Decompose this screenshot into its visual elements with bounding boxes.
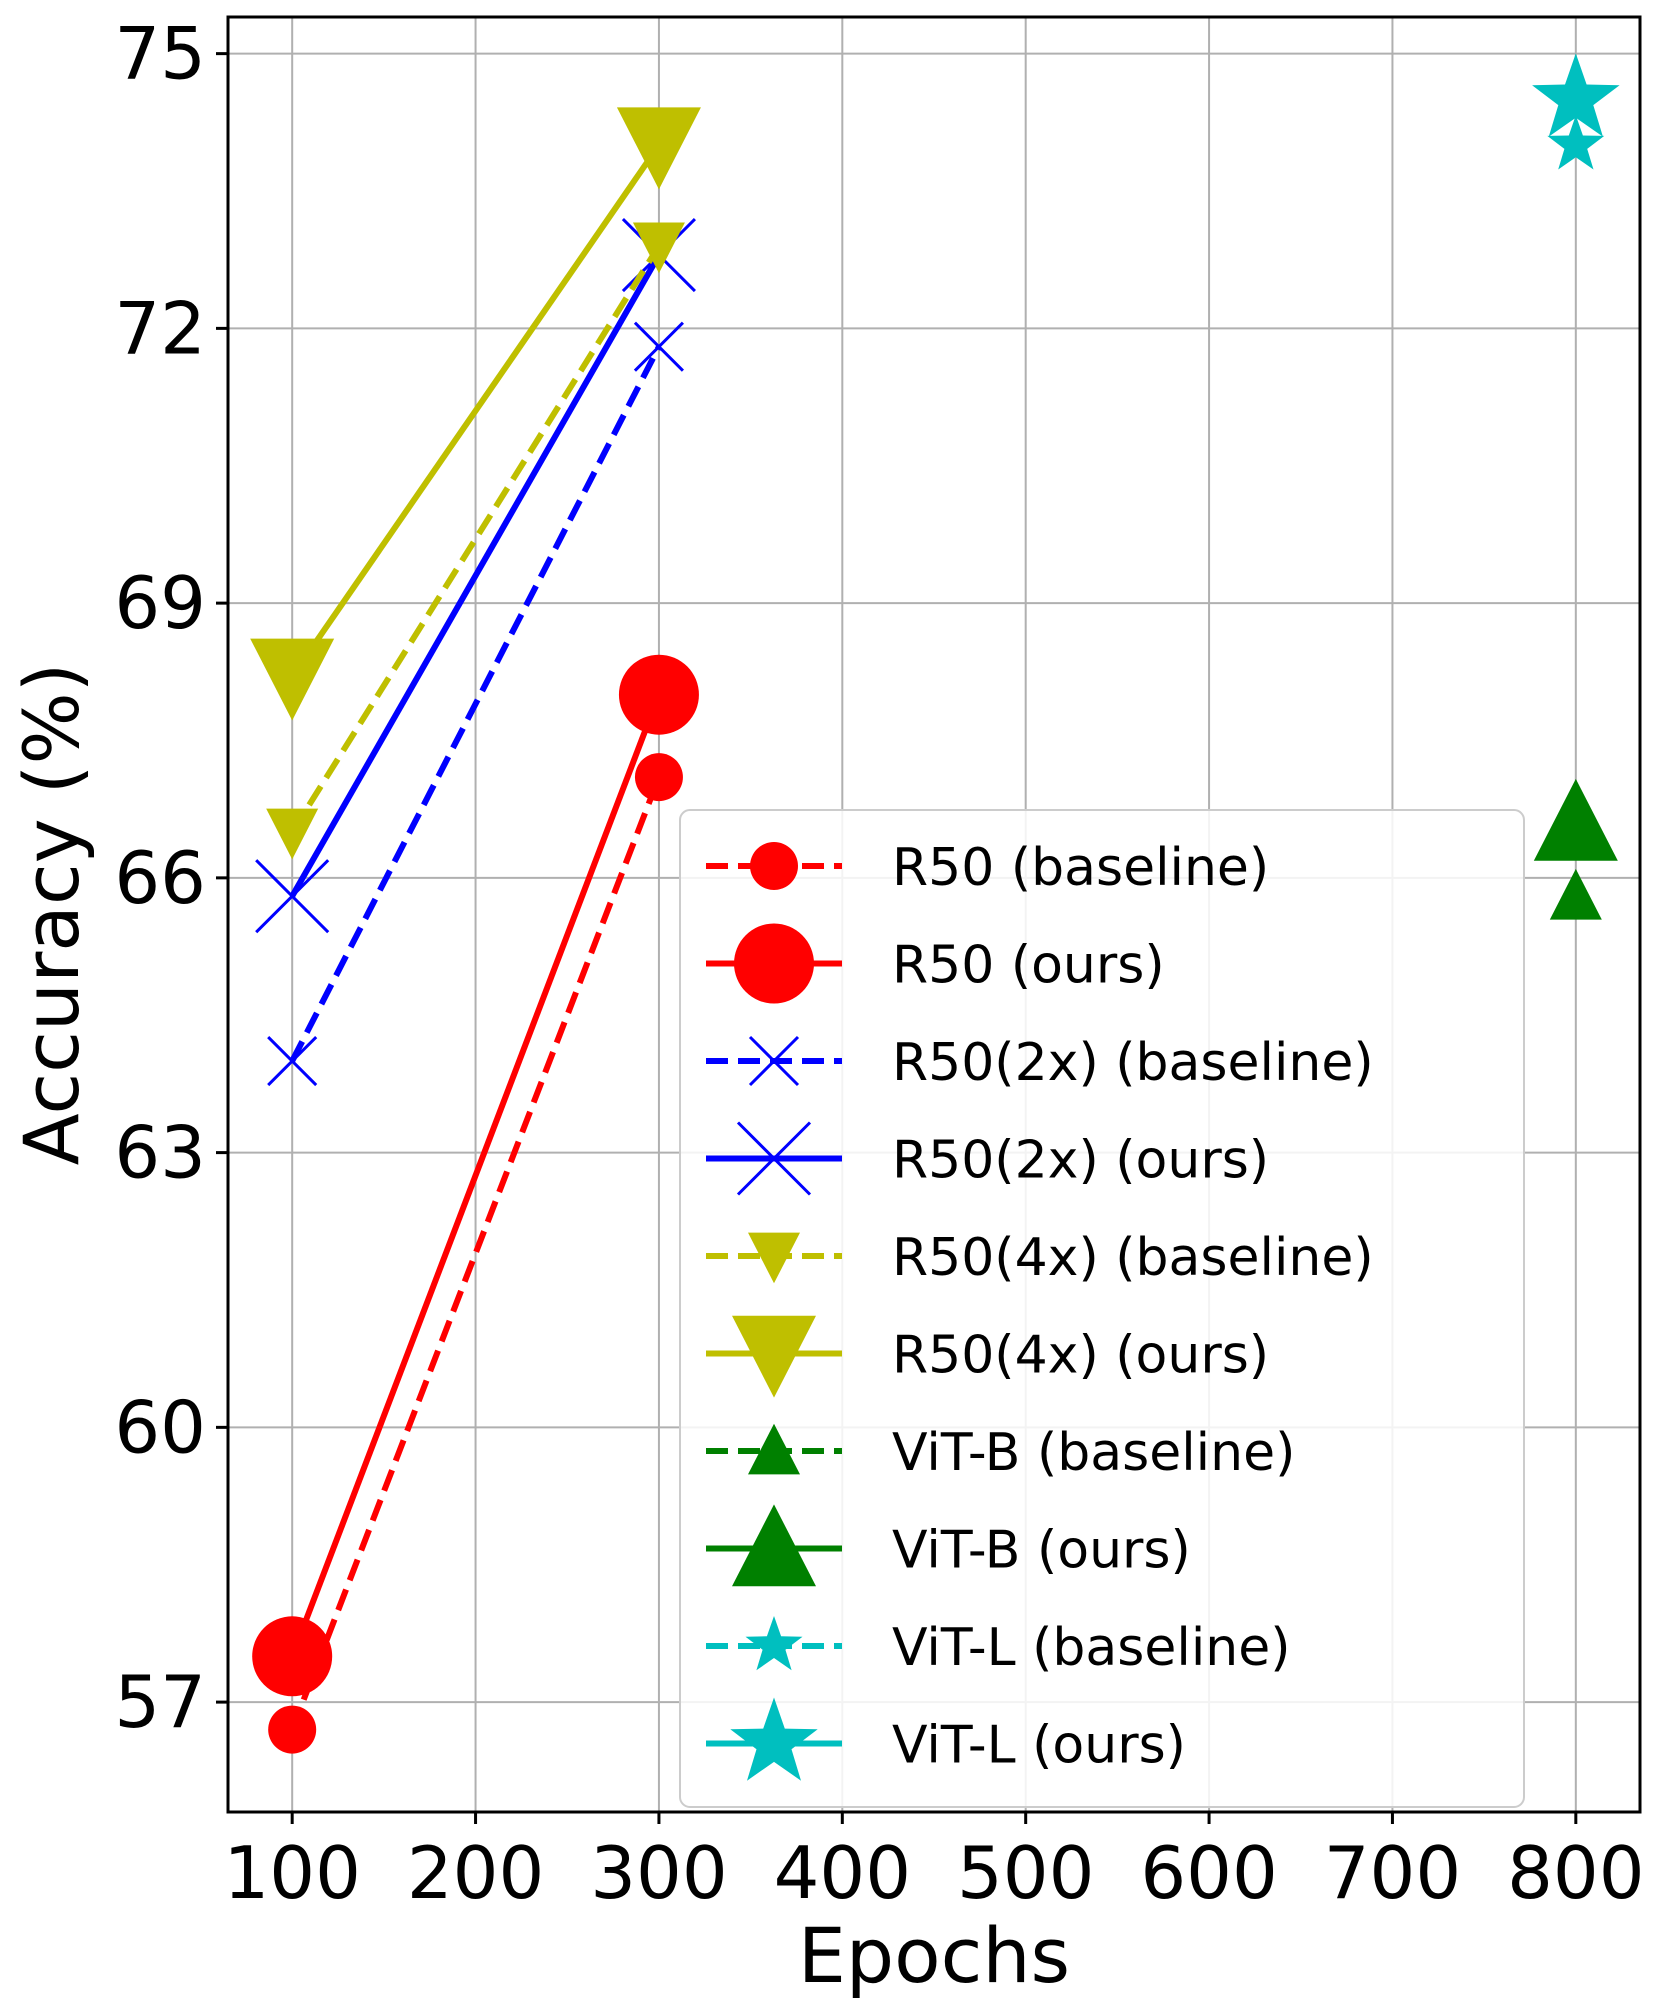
legend-entry-r50-4x-ours: R50(4x) (ours) <box>706 1315 1269 1398</box>
series-r50-2x-baseline <box>267 321 684 1087</box>
series-vit-b-baseline <box>1549 868 1602 920</box>
legend-entry-vit-l-ours: ViT-L (ours) <box>706 1697 1186 1781</box>
series-r50-4x-baseline <box>266 222 685 860</box>
data-point <box>1547 115 1605 170</box>
legend-marker <box>748 1232 800 1284</box>
legend-marker <box>732 1315 816 1398</box>
legend-label: R50 (ours) <box>892 936 1165 996</box>
legend-marker <box>745 1616 803 1671</box>
x-tick-label: 600 <box>1140 1831 1277 1915</box>
legend-marker <box>732 1504 816 1587</box>
legend-entry-vit-l-baseline: ViT-L (baseline) <box>706 1616 1291 1678</box>
legend-label: R50(4x) (ours) <box>892 1326 1269 1386</box>
x-tick-label: 400 <box>774 1831 911 1915</box>
series-vit-b-ours <box>1533 778 1618 861</box>
series-line <box>289 345 662 1063</box>
data-point <box>634 753 683 802</box>
plot-frame <box>226 15 1642 1814</box>
legend-entry-r50-ours: R50 (ours) <box>706 923 1165 1004</box>
legend-marker <box>748 1035 800 1087</box>
x-tick-label: 500 <box>957 1831 1094 1915</box>
x-axis-label: Epochs <box>798 1911 1070 2000</box>
series-line <box>289 693 662 1658</box>
series-vit-l-baseline <box>1547 115 1605 170</box>
legend-marker <box>730 1697 818 1781</box>
legend-box <box>679 809 1525 1808</box>
legend-label: ViT-L (baseline) <box>892 1618 1291 1678</box>
series-line <box>289 143 662 679</box>
y-axis-label: Accuracy (%) <box>7 663 96 1166</box>
x-tick-label: 200 <box>407 1831 544 1915</box>
series-r50-baseline <box>268 753 683 1754</box>
data-point <box>632 222 685 274</box>
x-tick-label: 300 <box>590 1831 727 1915</box>
data-point <box>255 859 330 934</box>
legend-label: R50 (baseline) <box>892 838 1269 898</box>
data-point <box>633 321 684 372</box>
data-point <box>250 638 335 721</box>
x-tick-label: 700 <box>1324 1831 1461 1915</box>
legend-marker <box>734 923 814 1004</box>
series-line <box>289 776 662 1731</box>
series-r50-4x-ours <box>250 107 701 721</box>
legend-marker <box>748 1423 800 1475</box>
y-tick-label: 60 <box>114 1385 206 1469</box>
y-tick-label: 69 <box>114 561 206 645</box>
y-tick-label: 75 <box>114 12 206 96</box>
legend-label: ViT-B (ours) <box>892 1521 1191 1581</box>
data-point <box>266 808 319 860</box>
series-line <box>289 253 662 898</box>
legend-marker <box>750 842 798 890</box>
legend-label: ViT-L (ours) <box>892 1716 1186 1776</box>
series-line <box>289 244 662 834</box>
data-point <box>1532 53 1620 137</box>
y-tick-label: 72 <box>114 286 206 370</box>
data-point <box>616 107 701 190</box>
legend-entry-r50-4x-baseline: R50(4x) (baseline) <box>706 1228 1374 1288</box>
legend-entry-r50-2x-ours: R50(2x) (ours) <box>706 1121 1269 1196</box>
x-tick-label: 800 <box>1507 1831 1644 1915</box>
data-point <box>1533 778 1618 861</box>
data-point <box>1549 868 1602 920</box>
data-point <box>618 654 699 735</box>
y-tick-label: 63 <box>114 1111 206 1195</box>
legend-entry-r50-baseline: R50 (baseline) <box>706 838 1269 898</box>
data-point <box>267 1035 318 1087</box>
series-layer <box>250 53 1620 1754</box>
series-vit-l-ours <box>1532 53 1620 137</box>
data-point <box>268 1705 317 1754</box>
y-tick-label: 66 <box>114 836 206 920</box>
legend-label: R50(2x) (ours) <box>892 1131 1269 1191</box>
y-axis-ticks: 57 60 63 66 69 72 75 <box>114 12 228 1744</box>
legend: R50 (baseline) R50 (ours) R50(2x) (baselin… <box>679 809 1525 1808</box>
legend-label: R50(4x) (baseline) <box>892 1228 1374 1288</box>
legend-entry-vit-b-baseline: ViT-B (baseline) <box>706 1423 1295 1483</box>
legend-label: R50(2x) (baseline) <box>892 1033 1374 1093</box>
legend-label: ViT-B (baseline) <box>892 1423 1295 1483</box>
legend-entry-vit-b-ours: ViT-B (ours) <box>706 1504 1191 1587</box>
x-tick-label: 100 <box>223 1831 360 1915</box>
series-r50-ours <box>252 654 699 1697</box>
data-point <box>252 1616 333 1697</box>
legend-entry-r50-2x-baseline: R50(2x) (baseline) <box>706 1033 1374 1093</box>
x-axis-ticks: 100 200 300 400 500 600 700 800 <box>223 1812 1645 1915</box>
legend-marker <box>736 1121 812 1196</box>
y-tick-label: 57 <box>114 1660 206 1744</box>
